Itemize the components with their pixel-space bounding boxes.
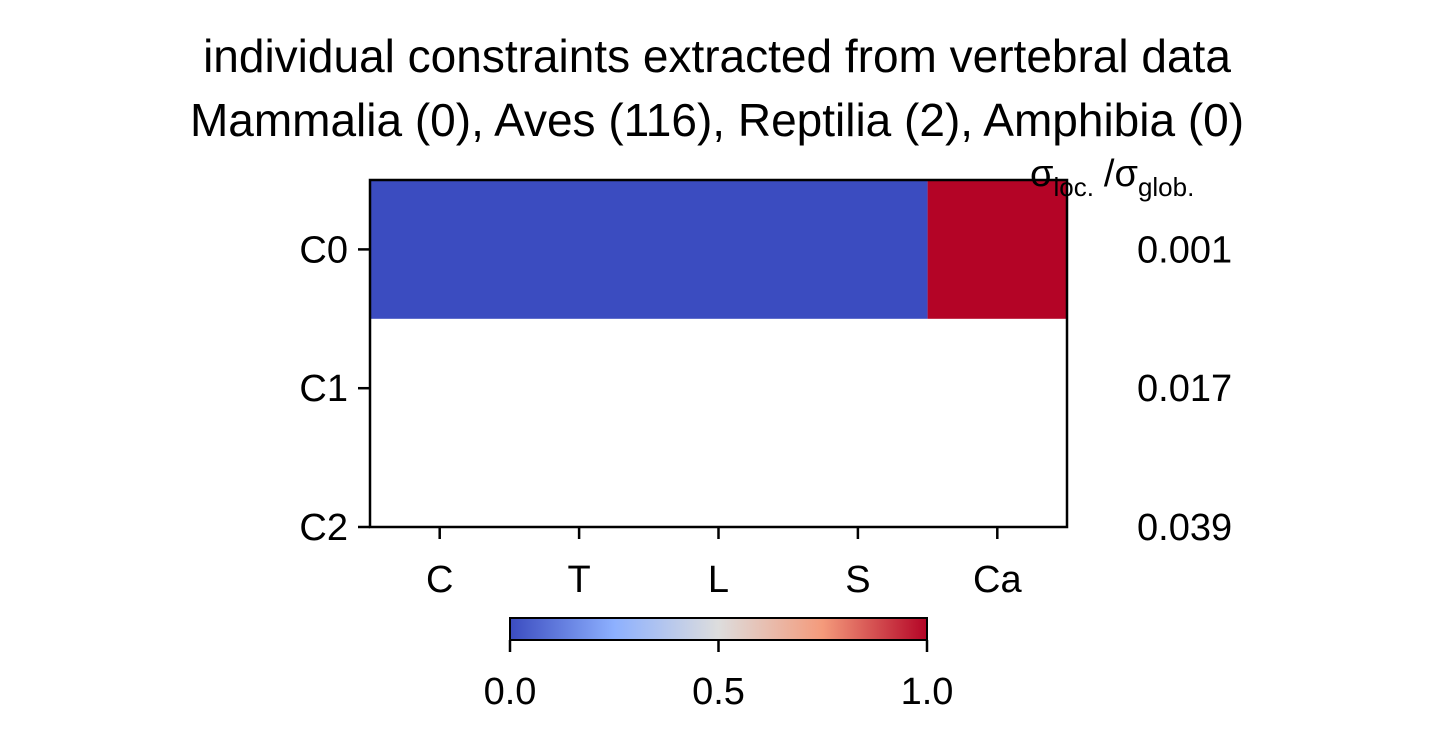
chart-title-line-2: Mammalia (0), Aves (116), Reptilia (2), … [190,94,1244,146]
sigma-symbol: σ [1030,153,1053,195]
heatmap-cells [370,180,1067,319]
heatmap-segment-0 [370,180,928,319]
sigma-ratio-header: σloc. /σglob. [1030,153,1194,202]
x-axis: C T L S Ca [426,527,1022,601]
sigma-ratio-C2: 0.039 [1137,507,1232,549]
x-tick-label-L: L [708,559,729,601]
x-tick-label-S: S [845,559,870,601]
x-tick-label-T: T [567,559,590,601]
sigma-ratios: 0.001 0.017 0.039 [1137,229,1232,549]
sigma-separator: /σ [1104,153,1138,195]
colorbar [509,617,928,641]
colorbar-axis: 0.0 0.5 1.0 [484,640,954,713]
y-axis: C0 C1 C2 [299,229,370,549]
x-tick-label-Ca: Ca [973,559,1022,601]
y-tick-label-C2: C2 [299,507,348,549]
sigma-loc-subscript: loc. [1053,172,1093,202]
y-tick-label-C1: C1 [299,368,348,410]
sigma-ratio-C1: 0.017 [1137,368,1232,410]
colorbar-tick-label-0: 0.0 [484,671,537,713]
x-tick-label-C: C [426,559,453,601]
sigma-glob-subscript: glob. [1138,172,1194,202]
colorbar-tick-label-1: 0.5 [692,671,745,713]
colorbar-tick-label-2: 1.0 [901,671,954,713]
chart-title-line-1: individual constraints extracted from ve… [203,30,1231,82]
heatmap-segment-1 [927,180,1067,319]
y-tick-label-C0: C0 [299,229,348,271]
sigma-ratio-C0: 0.001 [1137,229,1232,271]
